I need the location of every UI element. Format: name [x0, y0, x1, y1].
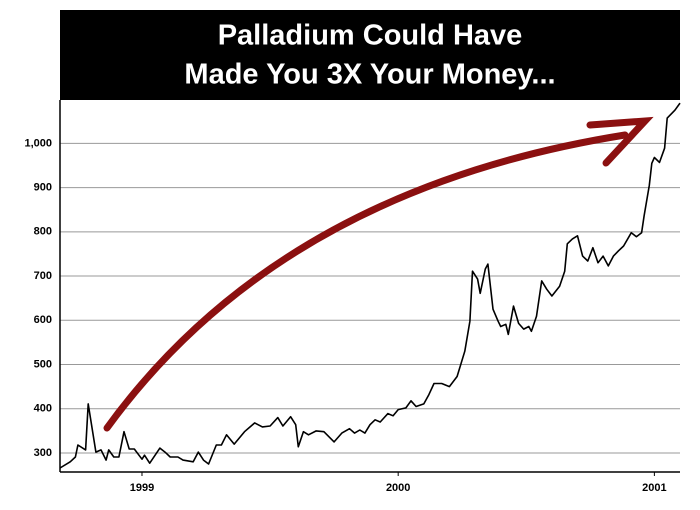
- price-line: [59, 102, 681, 469]
- y-tick-label: 900: [34, 181, 52, 193]
- chart-title: Made You 3X Your Money...: [184, 59, 555, 91]
- title-box: [60, 10, 680, 100]
- x-tick-label: 2001: [642, 482, 666, 494]
- y-tick-label: 300: [34, 447, 52, 459]
- y-tick-label: 1,000: [24, 137, 52, 149]
- plot: [59, 102, 681, 469]
- chart-title: Palladium Could Have: [218, 20, 523, 52]
- arrow-curve: [103, 131, 629, 432]
- y-tick-label: 400: [34, 403, 52, 415]
- arrow: [103, 116, 654, 432]
- arrow-head: [586, 116, 654, 167]
- y-tick-label: 800: [34, 226, 52, 238]
- y-tick-label: 600: [34, 314, 52, 326]
- y-tick-label: 500: [34, 358, 52, 370]
- x-tick-label: 1999: [130, 482, 154, 494]
- grid: [60, 142, 680, 454]
- y-tick-label: 700: [34, 270, 52, 282]
- x-tick-label: 2000: [386, 482, 410, 494]
